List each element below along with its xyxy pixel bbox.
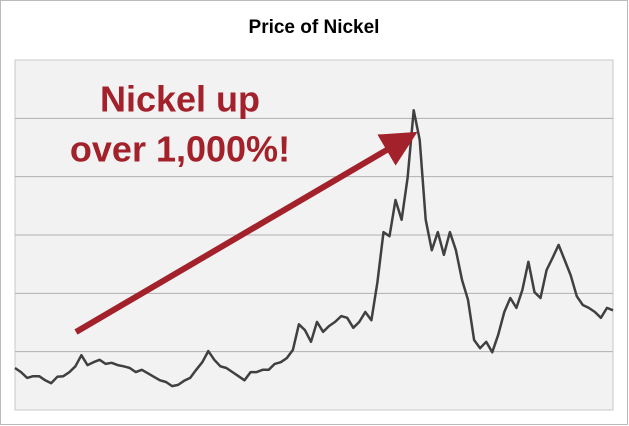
chart-title: Price of Nickel	[249, 17, 380, 38]
annotation-arrow	[74, 131, 418, 335]
price-line	[14, 108, 614, 388]
annotation-text: over 1,000%!	[70, 129, 290, 170]
grid	[15, 117, 613, 353]
series	[14, 108, 614, 388]
annotation-text: Nickel up	[100, 79, 260, 120]
